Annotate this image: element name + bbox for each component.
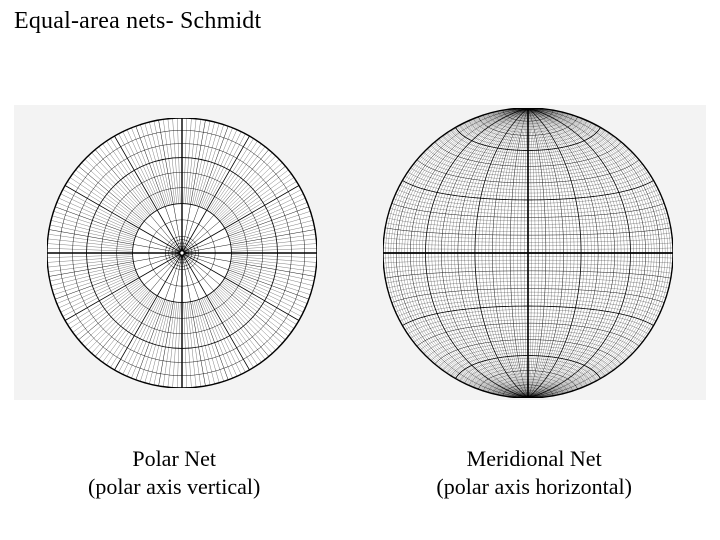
meridional-net-diagram [383,108,673,398]
polar-net-caption: Polar Net (polar axis vertical) [88,445,260,500]
meridional-net-caption-line2: (polar axis horizontal) [436,473,632,501]
page-title: Equal-area nets- Schmidt [14,8,261,35]
figure-strip [14,105,706,400]
captions-row: Polar Net (polar axis vertical) Meridion… [0,445,720,500]
page-root: Equal-area nets- Schmidt Polar Net (pola… [0,0,720,540]
polar-net-caption-line1: Polar Net [88,445,260,473]
polar-net-diagram [47,118,317,388]
meridional-net-caption-line1: Meridional Net [436,445,632,473]
polar-net-caption-line2: (polar axis vertical) [88,473,260,501]
meridional-net-caption: Meridional Net (polar axis horizontal) [436,445,632,500]
